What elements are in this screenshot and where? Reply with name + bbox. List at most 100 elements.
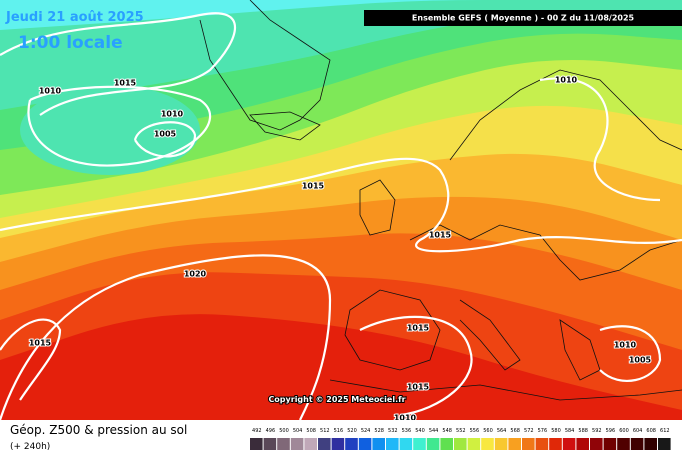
scale-label: 608	[646, 428, 656, 434]
scale-label: 524	[361, 428, 371, 434]
isobar-label: 1015	[407, 324, 430, 333]
field-band	[20, 85, 200, 175]
scale-label: 604	[633, 428, 643, 434]
scale-swatch	[358, 438, 372, 450]
isobars	[0, 12, 682, 421]
isobar-label: 1005	[629, 356, 652, 365]
scale-label: 500	[279, 428, 289, 434]
scale-swatch	[590, 438, 603, 450]
scale-swatch	[644, 438, 657, 450]
scale-swatch	[535, 438, 549, 450]
isobar	[133, 121, 197, 158]
scale-swatch	[481, 438, 494, 450]
coastline	[344, 289, 441, 371]
coastline	[329, 379, 682, 401]
isobar	[0, 12, 237, 116]
scale-label: 532	[388, 428, 398, 434]
footer-title: Géop. Z500 & pression au sol	[10, 423, 187, 437]
scale-swatch	[318, 438, 331, 450]
scale-swatch	[549, 438, 562, 450]
date: Jeudi 21 août 2025	[5, 10, 144, 25]
scale-label: 584	[565, 428, 575, 434]
scale-label: 576	[538, 428, 548, 434]
scale-swatch	[413, 438, 426, 450]
isobar-label: 1010	[161, 110, 184, 119]
scale-label: 568	[510, 428, 520, 434]
scale-label: 508	[306, 428, 316, 434]
scale-label: 528	[374, 428, 384, 434]
coastline	[459, 299, 521, 371]
scale-label: 612	[660, 428, 670, 434]
isobar-label: 1010	[614, 341, 637, 350]
isobar	[0, 157, 682, 253]
scale-label: 588	[578, 428, 588, 434]
scale-swatch	[277, 438, 290, 450]
scale-swatch	[290, 438, 304, 450]
scale-label: 592	[592, 428, 602, 434]
run-box	[364, 10, 682, 26]
scale-swatch	[562, 438, 576, 450]
scale-label: 552	[456, 428, 466, 434]
scale-label: 556	[470, 428, 480, 434]
scale-swatch	[576, 438, 589, 450]
scale-swatch	[331, 438, 345, 450]
scale-swatch	[630, 438, 644, 450]
color-scale: 492 496 500 504 508 512 516 520 524 528 532 536 540 5…	[250, 428, 671, 450]
scale-label: 596	[606, 428, 616, 434]
scale-label: 516	[334, 428, 344, 434]
scale-swatch	[494, 438, 508, 450]
scale-label: 572	[524, 428, 534, 434]
copyright: Copyright © 2025 Meteociel.fr	[268, 395, 405, 404]
scale-swatch	[467, 438, 481, 450]
scale-swatch	[345, 438, 358, 450]
coastline	[199, 0, 331, 131]
coastline	[249, 111, 321, 141]
scale-label: 520	[347, 428, 357, 434]
isobar	[539, 77, 661, 202]
isobar	[359, 315, 473, 417]
scale-label: 564	[497, 428, 507, 434]
isobar-label: 1005	[154, 130, 177, 139]
field-band	[0, 0, 682, 30]
scale-swatch	[263, 438, 277, 450]
scale-label: 496	[266, 428, 276, 434]
isobar-label: 1015	[407, 383, 430, 392]
scale-swatch	[372, 438, 385, 450]
scale-label: 548	[442, 428, 452, 434]
scale-label: 540	[415, 428, 425, 434]
z500-field	[0, 0, 682, 420]
isobar-label: 1010	[555, 76, 578, 85]
isobar-label: 1015	[114, 79, 137, 88]
scale-swatch	[522, 438, 535, 450]
scale-label: 512	[320, 428, 330, 434]
scale-label: 580	[551, 428, 561, 434]
scale-label: 560	[483, 428, 493, 434]
footer-lead: (+ 240h)	[10, 442, 50, 452]
scale-swatch	[454, 438, 467, 450]
scale-swatch	[440, 438, 453, 450]
coastline	[449, 69, 682, 161]
coastline	[359, 179, 396, 236]
scale-label: 492	[252, 428, 262, 434]
isobar-label: 1020	[184, 270, 207, 279]
scale-swatch	[426, 438, 440, 450]
field-band	[0, 0, 682, 110]
scale-swatch	[617, 438, 630, 450]
isobar-label: 1010	[394, 414, 417, 423]
scale-swatch	[508, 438, 521, 450]
scale-label: 504	[293, 428, 303, 434]
scale-label: 544	[429, 428, 439, 434]
scale-swatch	[250, 438, 263, 450]
coastlines	[199, 0, 682, 401]
scale-label: 600	[619, 428, 629, 434]
isobar-label: 1010	[39, 87, 62, 96]
isobar-label: 1015	[429, 231, 452, 240]
time: 1:00 locale	[18, 33, 123, 53]
isobar-label: 1015	[29, 339, 52, 348]
isobar-label: 1015	[302, 182, 325, 191]
coastline	[409, 224, 682, 281]
scale-swatch	[603, 438, 617, 450]
scale-swatch	[658, 438, 671, 450]
